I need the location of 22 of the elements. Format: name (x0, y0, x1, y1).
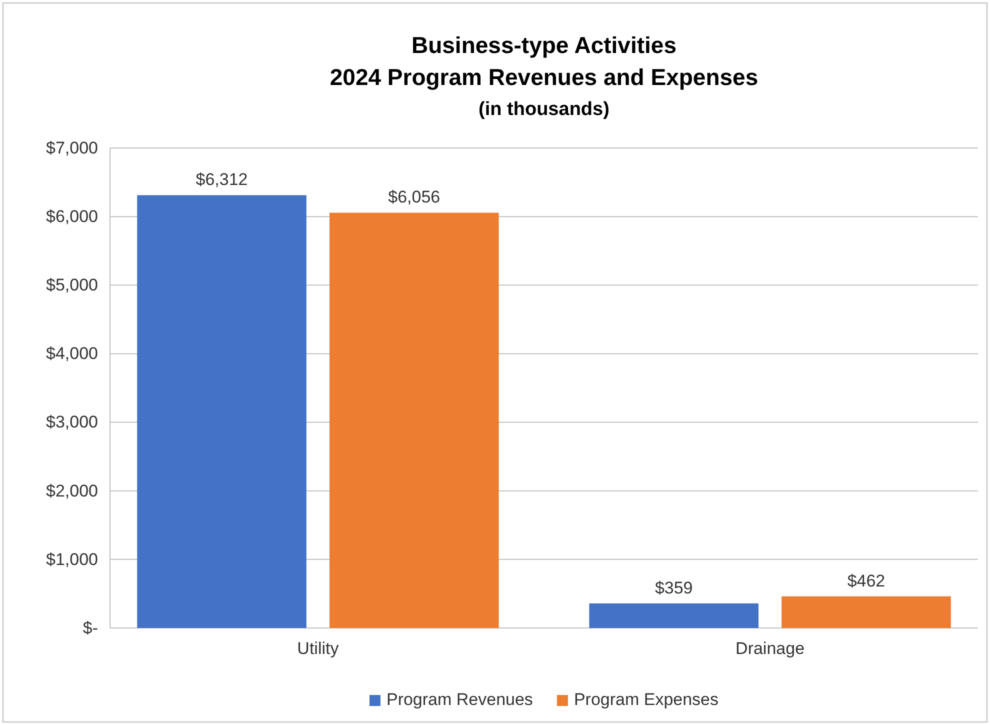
legend-label: Program Expenses (574, 690, 719, 709)
y-tick-label: $6,000 (46, 207, 98, 226)
bar (589, 603, 758, 628)
data-label: $6,056 (388, 188, 440, 207)
x-tick-label: Utility (297, 639, 340, 658)
chart-subtitle: (in thousands) (478, 99, 610, 120)
y-tick-label: $5,000 (46, 276, 98, 295)
bar (782, 596, 951, 628)
chart-title: Business-type Activities 2024 Program Revenues and Expenses (330, 32, 758, 90)
y-tick-label: $2,000 (46, 481, 98, 500)
y-tick-label: $7,000 (46, 138, 98, 158)
data-label: $6,312 (196, 170, 248, 190)
bar (330, 212, 499, 628)
y-tick-label: $- (82, 618, 98, 638)
y-tick-label: $1,000 (46, 550, 98, 569)
y-tick-label: $3,000 (46, 412, 98, 432)
data-label: $359 (654, 578, 693, 598)
legend-label: Program Revenues (386, 690, 533, 709)
x-tick-label: Drainage (736, 639, 805, 658)
y-tick-label: $4,000 (46, 344, 98, 364)
data-label: $462 (847, 571, 886, 590)
bar (137, 195, 306, 628)
